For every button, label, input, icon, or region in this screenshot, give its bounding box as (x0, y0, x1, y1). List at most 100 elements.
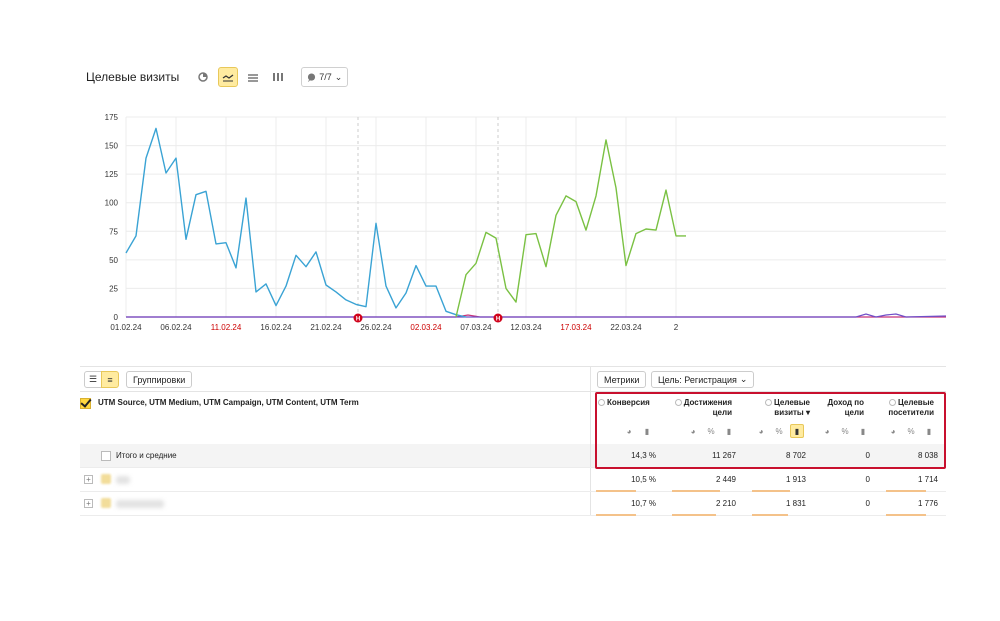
bars-icon[interactable]: ▮ (860, 426, 866, 436)
column-goal-visitors[interactable]: Целевые посетители (888, 398, 934, 417)
column-divider (590, 492, 591, 515)
source-icon (101, 474, 111, 484)
metrics-button[interactable]: Метрики (597, 371, 647, 388)
annotations-dropdown[interactable]: 7/7 ⌄ (301, 67, 349, 87)
total-conversion: 14,3 % (631, 451, 656, 460)
pie-icon[interactable]: ◕ (626, 426, 632, 436)
chevron-down-icon: ⌄ (739, 374, 748, 384)
blurred-label (116, 476, 130, 484)
row-bar (596, 514, 636, 516)
dimension-checkbox[interactable] (80, 398, 91, 409)
goal-dropdown[interactable]: Цель: Регистрация ⌄ (651, 371, 755, 388)
percent-icon[interactable]: % (707, 426, 715, 436)
column-view-icons: ◕ % ▮ (750, 424, 804, 438)
pie-chart-button[interactable] (193, 67, 213, 87)
goal-label: Цель: Регистрация (658, 374, 737, 385)
bar-chart-button[interactable] (268, 67, 288, 87)
x-tick-label: 17.03.24 (560, 323, 592, 332)
table-row[interactable]: + 10,7 % 2 210 1 831 0 1 776 (80, 492, 946, 516)
x-tick-label: 21.02.24 (310, 323, 342, 332)
x-tick-label: 22.03.24 (610, 323, 642, 332)
tree-icon: ≡ (107, 374, 113, 385)
chart-header: Целевые визиты 7/7 ⌄ (86, 66, 349, 88)
pie-icon[interactable]: ◕ (690, 426, 696, 436)
total-goal-reaches: 11 267 (712, 451, 736, 460)
x-tick-label: 07.03.24 (460, 323, 492, 332)
x-tick-label: 16.02.24 (260, 323, 292, 332)
groupings-button[interactable]: Группировки (126, 371, 193, 388)
row-goal-reaches: 2 210 (715, 499, 736, 508)
bars-icon[interactable]: ▮ (644, 426, 650, 436)
pie-icon[interactable]: ◕ (824, 426, 830, 436)
column-goal-revenue[interactable]: Доход по цели (827, 398, 864, 417)
chevron-down-icon: ⌄ (334, 71, 343, 82)
row-goal-revenue: 0 (865, 499, 870, 508)
comment-icon (308, 72, 316, 82)
row-conversion: 10,7 % (631, 499, 656, 508)
column-goal-visits[interactable]: Целевые визиты ▾ (750, 398, 810, 418)
area-chart-button[interactable] (243, 67, 263, 87)
holiday-marker (353, 313, 363, 323)
table-toolbar: ☰ ≡ Группировки Метрики Цель: Регистраци… (80, 366, 946, 393)
row-goal-visitors: 1 776 (917, 499, 938, 508)
line-chart: 0 25 50 75 100 125 150 175 01.02.24 06.02.24 11.02… (0, 98, 1000, 338)
y-tick-label: 100 (105, 199, 119, 208)
y-tick-label: 150 (105, 142, 119, 151)
help-icon (888, 399, 896, 406)
help-icon (764, 399, 772, 406)
column-view-icons: ◕ % ▮ (816, 424, 870, 438)
percent-icon[interactable]: % (907, 426, 915, 436)
series-line (455, 139, 686, 318)
row-bar (672, 490, 720, 492)
list-view-button[interactable]: ☰ (84, 371, 102, 388)
line-chart-button[interactable] (218, 67, 239, 87)
x-tick-label: 01.02.24 (110, 323, 142, 332)
column-divider (590, 468, 591, 491)
list-icon: ☰ (88, 374, 98, 384)
row-bar (886, 490, 926, 492)
x-tick-label: 12.03.24 (510, 323, 542, 332)
percent-icon[interactable]: % (841, 426, 849, 436)
holiday-marker-label: H (356, 317, 360, 323)
line-chart-icon (222, 74, 234, 82)
column-view-icons: ◕ ▮ (618, 424, 654, 438)
column-divider (590, 392, 591, 444)
totals-checkbox[interactable] (101, 451, 111, 461)
row-goal-revenue: 0 (865, 475, 870, 484)
total-goal-revenue: 0 (865, 451, 870, 460)
total-goal-visitors: 8 038 (917, 451, 938, 460)
tree-view-button[interactable]: ≡ (101, 371, 119, 388)
column-conversion[interactable]: Конверсия (598, 398, 650, 408)
bars-icon[interactable]: ▮ (726, 426, 732, 436)
chart-title: Целевые визиты (86, 70, 180, 84)
expand-icon[interactable]: + (84, 475, 93, 484)
pie-icon[interactable]: ◕ (758, 426, 764, 436)
x-tick-label: 26.02.24 (360, 323, 392, 332)
bars-icon[interactable]: ▮ (790, 424, 804, 438)
bar-chart-icon (273, 73, 284, 81)
row-goal-visits: 1 913 (785, 475, 806, 484)
x-tick-label: 06.02.24 (160, 323, 192, 332)
percent-icon[interactable]: % (775, 426, 783, 436)
row-goal-visits: 1 831 (785, 499, 806, 508)
y-tick-label: 175 (105, 113, 119, 122)
y-tick-label: 50 (109, 256, 118, 265)
row-bar (752, 490, 790, 492)
totals-label: Итого и средние (116, 451, 177, 460)
column-goal-reaches[interactable]: Достижения цели (670, 398, 732, 418)
column-divider (590, 444, 591, 467)
bars-icon[interactable]: ▮ (926, 426, 932, 436)
expand-icon[interactable]: + (84, 499, 93, 508)
dimension-header-label: UTM Source, UTM Medium, UTM Campaign, UT… (98, 398, 359, 407)
y-tick-label: 25 (109, 284, 118, 293)
x-tick-label: 02.03.24 (410, 323, 442, 332)
pie-icon[interactable]: ◕ (890, 426, 896, 436)
pie-icon (198, 72, 208, 82)
table-row[interactable]: + 10,5 % 2 449 1 913 0 1 714 (80, 468, 946, 492)
row-goal-reaches: 2 449 (715, 475, 736, 484)
line-chart-svg: 0 25 50 75 100 125 150 175 01.02.24 06.02.24 11.02… (105, 113, 947, 332)
series-line (125, 127, 467, 318)
dimension-header[interactable]: UTM Source, UTM Medium, UTM Campaign, UT… (80, 398, 359, 409)
row-bar (752, 514, 788, 516)
area-chart-icon (248, 74, 259, 82)
